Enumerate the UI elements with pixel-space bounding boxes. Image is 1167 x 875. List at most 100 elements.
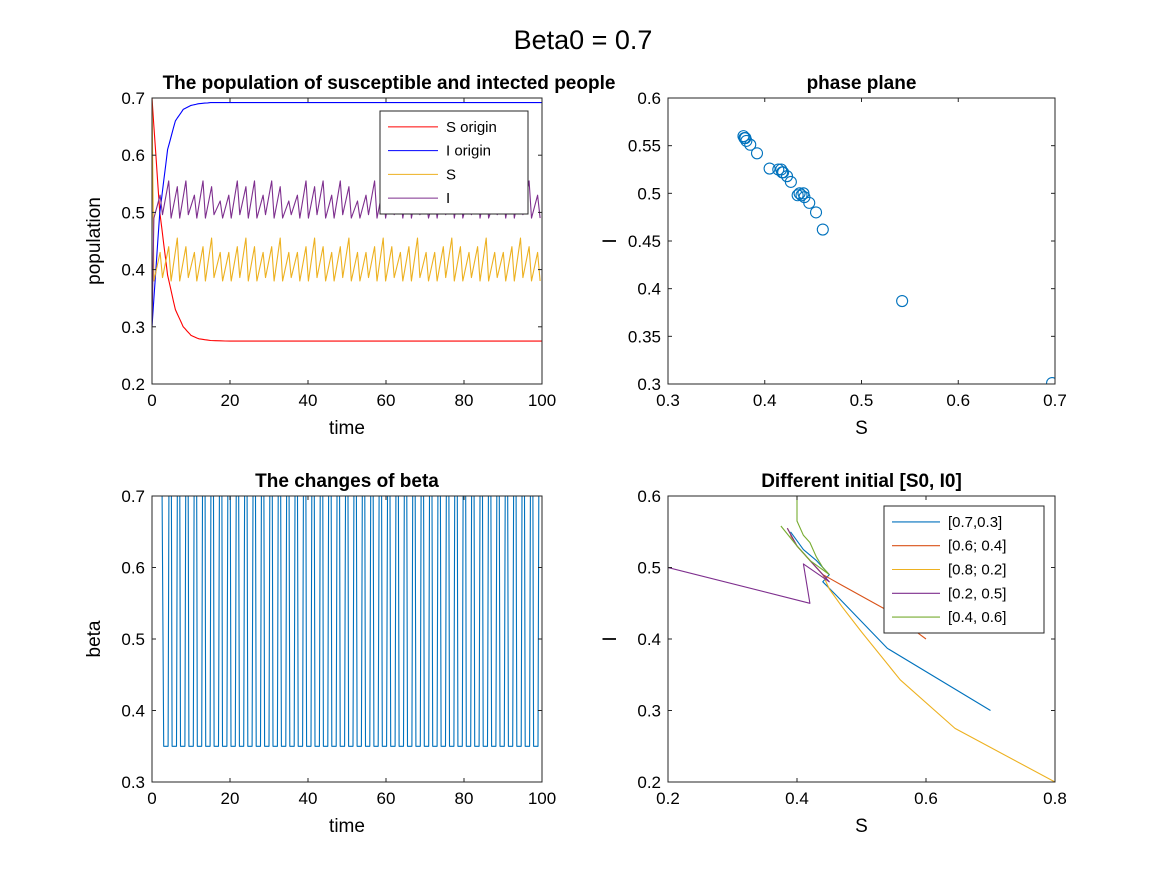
chart-title: phase plane — [807, 73, 917, 94]
scatter-point — [816, 223, 829, 236]
series-line-s-origin — [152, 98, 542, 342]
y-tick-label: 0.5 — [637, 559, 661, 578]
y-tick-label: 0.7 — [121, 89, 145, 108]
x-tick-label: 20 — [221, 391, 240, 410]
x-tick-label: 80 — [455, 391, 474, 410]
y-axis-label: beta — [84, 620, 105, 657]
legend-label: S — [446, 166, 456, 183]
legend: [0.7,0.3] [0.6; 0.4] [0.8; 0.2] [0.2, 0.5] [… — [883, 505, 1045, 634]
x-tick-label: 0.5 — [850, 391, 874, 410]
x-tick-label: 0.4 — [753, 391, 777, 410]
x-axis-label: S — [855, 816, 868, 837]
scatter-point — [763, 162, 776, 175]
x-tick-label: 0.4 — [785, 789, 809, 808]
plot-area — [668, 98, 1055, 384]
y-tick-label: 0.3 — [637, 375, 661, 394]
legend-label: I origin — [446, 143, 491, 160]
x-axis-label: time — [329, 816, 365, 837]
plot-series — [152, 496, 542, 747]
chart-title: Different initial [S0, I0] — [761, 471, 962, 492]
scatter-point — [791, 189, 804, 202]
legend-label: S origin — [446, 119, 497, 136]
y-tick-label: 0.3 — [121, 318, 145, 337]
scatter-point — [737, 130, 750, 143]
legend-label: [0.7,0.3] — [948, 514, 1002, 531]
legend-label: [0.8; 0.2] — [948, 562, 1006, 579]
y-tick-label: 0.2 — [637, 773, 661, 792]
x-tick-label: 40 — [299, 789, 318, 808]
y-tick-label: 0.4 — [637, 630, 661, 649]
y-tick-label: 0.5 — [637, 184, 661, 203]
plot-series — [737, 130, 1055, 384]
y-axis-label: population — [84, 197, 105, 285]
x-tick-label: 20 — [221, 789, 240, 808]
figure-title: Beta0 = 0.7 — [514, 25, 653, 55]
plot-series — [668, 496, 1055, 782]
chart-1: 0 20 40 60 80 100 0.2 0.3 0.4 0.5 0.6 0.7 The popula… — [84, 73, 615, 439]
chart-title: The changes of beta — [255, 471, 439, 492]
plot-series — [152, 98, 542, 342]
series-line-1 — [152, 496, 542, 747]
scatter-point — [739, 131, 752, 145]
scatter-point — [750, 147, 764, 160]
y-tick-label: 0.3 — [121, 773, 145, 792]
y-tick-label: 0.45 — [628, 232, 661, 251]
scatter-point — [896, 295, 909, 308]
legend-label: [0.6; 0.4] — [948, 538, 1006, 555]
y-axis-label: I — [600, 238, 621, 243]
x-tick-label: 40 — [299, 391, 318, 410]
x-tick-label: 60 — [377, 789, 396, 808]
y-tick-label: 0.6 — [637, 89, 661, 108]
scatter-point — [793, 187, 806, 200]
legend: S origin I origin SI — [379, 110, 529, 215]
scatter-point — [809, 206, 823, 219]
legend-label: [0.2, 0.5] — [948, 585, 1006, 602]
scatter-point — [772, 163, 785, 176]
series-line-i-origin — [152, 102, 542, 327]
chart-3: 0 20 40 60 80 100 0.3 0.4 0.5 0.6 0.7 The changes o… — [84, 471, 556, 837]
y-tick-label: 0.6 — [637, 487, 661, 506]
y-tick-label: 0.5 — [121, 203, 145, 222]
y-tick-label: 0.2 — [121, 375, 145, 394]
y-axis-label: I — [600, 636, 621, 641]
x-tick-label: 0.8 — [1043, 789, 1067, 808]
y-tick-label: 0.3 — [637, 702, 661, 721]
y-tick-label: 0.4 — [121, 261, 145, 280]
x-tick-label: 100 — [528, 789, 556, 808]
plot-area — [152, 496, 542, 782]
x-tick-label: 0.2 — [656, 789, 680, 808]
series-line-s — [152, 98, 541, 282]
scatter-point — [797, 187, 810, 200]
y-tick-label: 0.7 — [121, 487, 145, 506]
legend-label: I — [446, 190, 450, 207]
x-tick-label: 80 — [455, 789, 474, 808]
x-tick-label: 100 — [528, 391, 556, 410]
x-tick-label: 0 — [147, 789, 156, 808]
legend-box — [379, 110, 529, 215]
series-line--0-4-0-6- — [780, 496, 830, 576]
y-tick-label: 0.35 — [628, 327, 661, 346]
axes-box — [151, 97, 543, 385]
x-tick-label: 60 — [377, 391, 396, 410]
x-tick-label: 0.7 — [1043, 391, 1067, 410]
scatter-point — [776, 166, 789, 179]
y-tick-label: 0.6 — [121, 559, 145, 578]
x-tick-label: 0.6 — [914, 789, 938, 808]
scatter-point — [1046, 376, 1055, 384]
legend-label: [0.4, 0.6] — [948, 609, 1006, 626]
x-axis-label: S — [855, 418, 868, 439]
scatter-point — [795, 189, 808, 202]
chart-title: The population of susceptible and intect… — [163, 73, 616, 94]
chart-2: 0.3 0.4 0.5 0.6 0.7 0.3 0.35 0.4 0.45 0.5 0.55 0.6 p… — [600, 73, 1067, 439]
x-axis-label: time — [329, 418, 365, 439]
x-tick-label: 0.6 — [946, 391, 970, 410]
y-tick-label: 0.4 — [637, 280, 661, 299]
chart-4: 0.2 0.4 0.6 0.8 0.2 0.3 0.4 0.5 0.6 Different ini… — [600, 471, 1067, 837]
y-tick-label: 0.55 — [628, 137, 661, 156]
y-tick-label: 0.4 — [121, 702, 145, 721]
y-tick-label: 0.6 — [121, 146, 145, 165]
x-tick-label: 0.3 — [656, 391, 680, 410]
y-tick-label: 0.5 — [121, 630, 145, 649]
x-tick-label: 0 — [147, 391, 156, 410]
